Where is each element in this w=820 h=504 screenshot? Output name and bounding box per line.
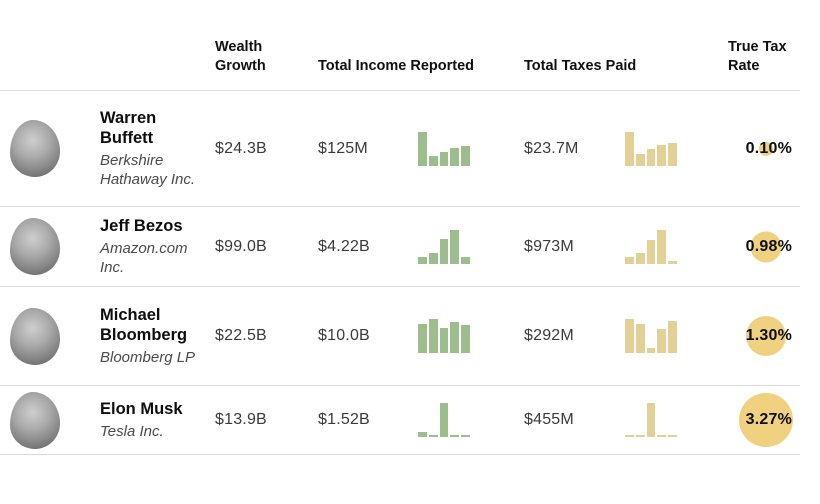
table-row: Elon Musk Tesla Inc. $13.9B $1.52B $455M… <box>0 385 800 454</box>
person-name: Michael Bloomberg <box>100 306 188 344</box>
table-row: Jeff Bezos Amazon.com Inc. $99.0B $4.22B… <box>0 206 800 286</box>
table-bottom-rule <box>0 454 800 455</box>
income-sparkline-chart <box>418 319 470 353</box>
sparkline-bar <box>646 403 656 437</box>
income-sparkline-chart <box>418 229 470 264</box>
person-name: Warren Buffett <box>100 109 157 147</box>
true-tax-rate-cell: 3.27% <box>738 393 793 447</box>
sparkline-bar <box>635 154 645 166</box>
income-sparkline-chart <box>418 403 470 437</box>
sparkline-bar <box>428 435 438 437</box>
rate-highlight-circle <box>745 316 786 356</box>
sparkline-bar <box>668 435 677 437</box>
wealth-growth-value: $13.9B <box>215 411 267 428</box>
header-true-tax-rate: True Tax Rate <box>728 39 787 74</box>
person-name: Jeff Bezos <box>100 217 183 235</box>
sparkline-bar <box>439 403 449 437</box>
sparkline-bar <box>668 260 677 264</box>
rate-highlight-circle <box>750 231 782 262</box>
sparkline-bar <box>657 145 667 166</box>
wealth-growth-value: $99.0B <box>215 237 267 255</box>
sparkline-bar <box>668 320 677 353</box>
elon-musk-photo <box>10 391 60 449</box>
total-income-value: $4.22B <box>318 237 370 255</box>
sparkline-bar <box>657 329 667 353</box>
true-tax-rate-value: 3.27% <box>745 411 792 428</box>
person-company: Bloomberg LP <box>100 349 196 366</box>
sparkline-bar <box>439 327 449 353</box>
sparkline-bar <box>668 143 677 166</box>
true-tax-rate-cell: 1.30% <box>745 316 792 356</box>
header-wealth-growth: Wealth Growth <box>215 39 266 74</box>
sparkline-bar <box>418 256 427 264</box>
sparkline-bar <box>625 435 634 437</box>
table-row: Michael Bloomberg Bloomberg LP $22.5B $1… <box>0 286 800 385</box>
taxes-sparkline-chart <box>625 403 677 437</box>
total-income-value: $125M <box>318 139 368 157</box>
sparkline-bar <box>428 253 438 264</box>
sparkline-bar <box>635 435 645 437</box>
total-income-value: $1.52B <box>318 411 370 428</box>
total-taxes-value: $292M <box>524 327 574 344</box>
header-total-taxes-paid: Total Taxes Paid <box>524 58 637 74</box>
table-body: Warren Buffett Berkshire Hathaway Inc. $… <box>0 90 800 454</box>
warren-buffett-photo <box>10 120 60 177</box>
sparkline-bar <box>450 148 460 166</box>
sparkline-bar <box>428 319 438 353</box>
person-company: Amazon.com Inc. <box>100 240 188 276</box>
sparkline-bar <box>635 324 645 353</box>
person-name: Elon Musk <box>100 400 183 418</box>
sparkline-bar <box>418 431 427 437</box>
header-total-income-reported: Total Income Reported <box>318 58 475 74</box>
sparkline-bar <box>461 257 470 264</box>
sparkline-bar <box>657 229 667 264</box>
sparkline-bar <box>625 257 634 264</box>
table-header-row: Wealth Growth Total Income Reported Tota… <box>0 0 800 90</box>
sparkline-bar <box>461 324 470 353</box>
taxes-sparkline-chart <box>625 319 677 353</box>
total-income-value: $10.0B <box>318 327 370 344</box>
person-company: Tesla Inc. <box>100 423 164 440</box>
sparkline-bar <box>461 146 470 166</box>
true-tax-rate-cell: 0.10% <box>746 140 792 158</box>
total-taxes-value: $455M <box>524 411 574 428</box>
sparkline-bar <box>439 151 449 166</box>
sparkline-bar <box>625 319 634 353</box>
sparkline-bar <box>646 347 656 353</box>
rate-highlight-circle <box>758 141 773 156</box>
wealth-growth-value: $24.3B <box>215 139 267 157</box>
person-company: Berkshire Hathaway Inc. <box>100 152 196 188</box>
sparkline-bar <box>450 229 460 264</box>
total-taxes-value: $23.7M <box>524 139 579 157</box>
taxes-sparkline-chart <box>625 229 677 264</box>
total-taxes-value: $973M <box>524 237 574 255</box>
michael-bloomberg-photo <box>10 307 60 365</box>
sparkline-bar <box>428 155 438 166</box>
jeff-bezos-photo <box>10 218 60 275</box>
sparkline-bar <box>625 131 634 166</box>
sparkline-bar <box>657 435 667 437</box>
income-sparkline-chart <box>418 131 470 166</box>
billionaires-tax-table: Wealth Growth Total Income Reported Tota… <box>0 0 800 455</box>
sparkline-bar <box>450 322 460 353</box>
sparkline-bar <box>646 240 656 264</box>
sparkline-bar <box>635 252 645 264</box>
sparkline-bar <box>439 239 449 264</box>
table-row: Warren Buffett Berkshire Hathaway Inc. $… <box>0 90 800 206</box>
wealth-growth-value: $22.5B <box>215 327 267 344</box>
sparkline-bar <box>418 131 427 166</box>
true-tax-rate-cell: 0.98% <box>745 231 792 262</box>
sparkline-bar <box>418 324 427 353</box>
sparkline-bar <box>450 435 460 437</box>
sparkline-bar <box>646 149 656 166</box>
true-tax-rate-value: 0.98% <box>745 237 792 255</box>
true-tax-rate-value: 0.10% <box>745 139 792 157</box>
sparkline-bar <box>461 435 470 437</box>
taxes-sparkline-chart <box>625 131 677 166</box>
rate-highlight-circle <box>738 393 793 447</box>
true-tax-rate-value: 1.30% <box>745 327 792 344</box>
